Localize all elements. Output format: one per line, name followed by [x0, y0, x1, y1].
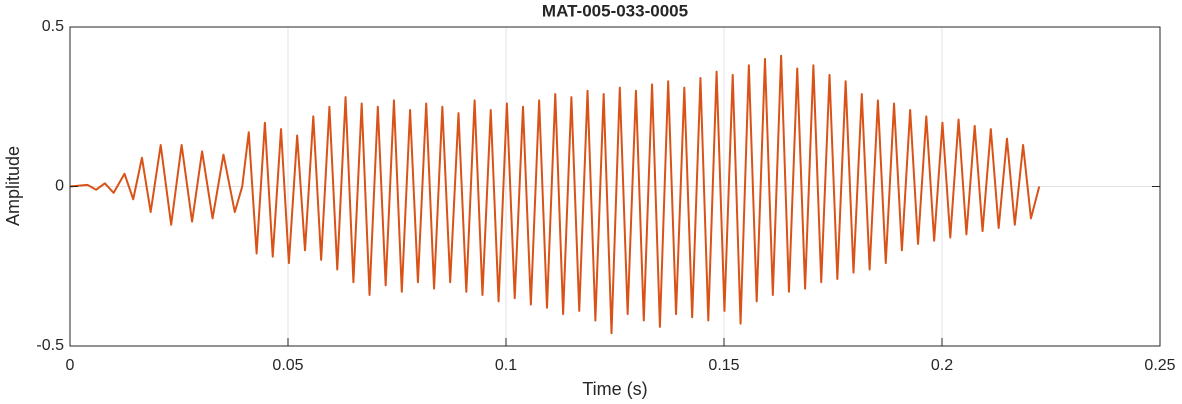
y-tick-label: 0 [55, 178, 64, 195]
y-tick-label: -0.5 [36, 337, 64, 354]
x-tick-label: 0.25 [1144, 357, 1175, 374]
x-tick-label: 0.05 [272, 357, 303, 374]
x-tick-label: 0.15 [708, 357, 739, 374]
x-tick-label: 0.2 [931, 357, 953, 374]
chart-title: MAT-005-033-0005 [542, 1, 688, 20]
y-axis-label: Amplitude [3, 146, 23, 226]
y-tick-label: 0.5 [42, 18, 64, 35]
waveform-line [69, 54, 1041, 335]
x-tick-label: 0 [66, 357, 75, 374]
x-tick-label: 0.1 [495, 357, 517, 374]
x-axis-label: Time (s) [582, 379, 647, 399]
